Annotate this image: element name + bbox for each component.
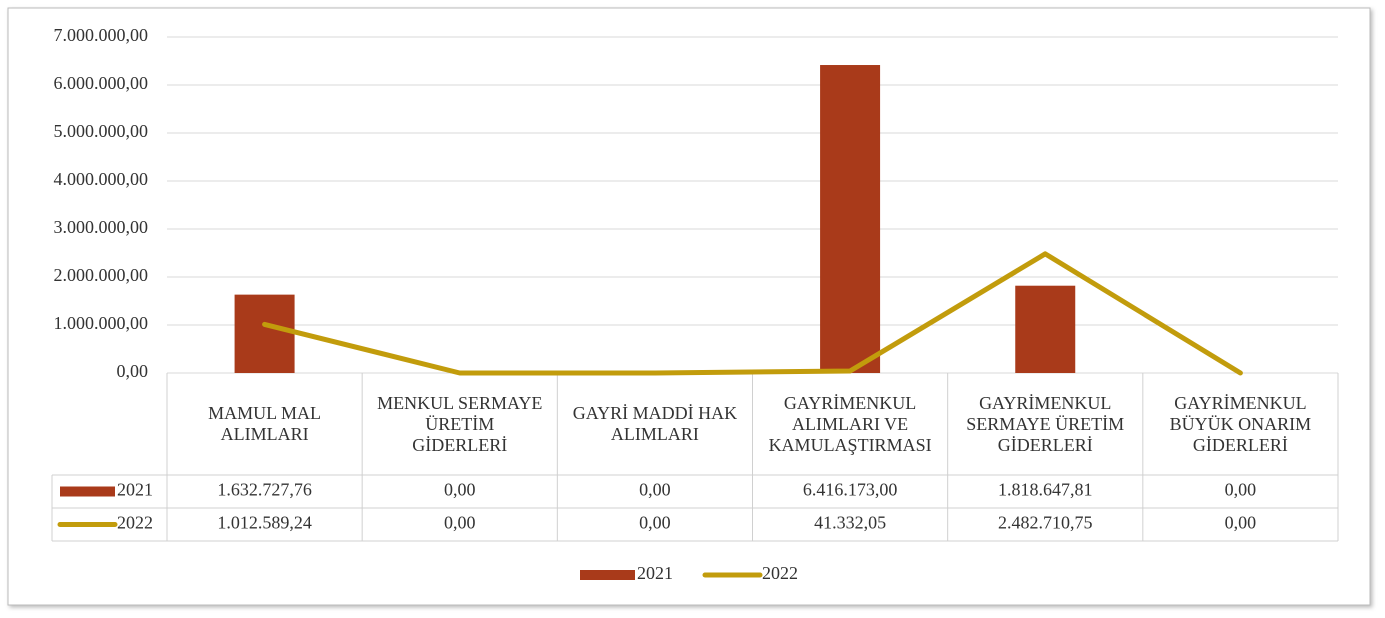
data-label: 0,00 bbox=[639, 513, 671, 533]
data-label: 0,00 bbox=[1225, 513, 1257, 533]
x-tick-label: GAYRİMENKUL BÜYÜK ONARIM GİDERLERİ bbox=[1169, 392, 1312, 455]
row-label: 2021 bbox=[117, 480, 153, 500]
legend-label: 2022 bbox=[762, 563, 798, 583]
data-label: 0,00 bbox=[444, 480, 476, 500]
data-label: 1.818.647,81 bbox=[998, 480, 1093, 500]
y-tick-label: 5.000.000,00 bbox=[54, 121, 149, 141]
bar bbox=[1015, 285, 1076, 373]
legend-key bbox=[60, 486, 115, 497]
y-tick-label: 4.000.000,00 bbox=[54, 169, 149, 189]
data-label: 0,00 bbox=[639, 480, 671, 500]
legend-label: 2021 bbox=[637, 563, 673, 583]
y-tick-label: 3.000.000,00 bbox=[54, 217, 149, 237]
chart-frame bbox=[7, 7, 1371, 606]
x-tick-label: GAYRİ MADDİ HAK ALIMLARI bbox=[572, 403, 738, 444]
data-label: 6.416.173,00 bbox=[803, 480, 898, 500]
y-tick-label: 7.000.000,00 bbox=[54, 25, 149, 45]
row-label: 2022 bbox=[117, 513, 153, 533]
data-label: 41.332,05 bbox=[814, 513, 886, 533]
data-label: 1.632.727,76 bbox=[217, 480, 312, 500]
line bbox=[262, 251, 1243, 376]
y-tick-label: 1.000.000,00 bbox=[54, 313, 149, 333]
category-cell: GAYRİ MADDİ HAK ALIMLARI bbox=[572, 403, 738, 444]
data-label: 2.482.710,75 bbox=[998, 513, 1093, 533]
y-tick-label: 6.000.000,00 bbox=[54, 73, 149, 93]
category-cell: MENKUL SERMAYE ÜRETİM GİDERLERİ bbox=[377, 392, 543, 455]
category-cell: GAYRİMENKUL ALIMLARI VE KAMULAŞTIRMASI bbox=[768, 392, 932, 455]
y-tick-label: 2.000.000,00 bbox=[54, 265, 149, 285]
category-cell: GAYRİMENKUL SERMAYE ÜRETİM GİDERLERİ bbox=[966, 392, 1125, 455]
y-tick-label: 0,00 bbox=[117, 361, 149, 381]
x-tick-label: GAYRİMENKUL ALIMLARI VE KAMULAŞTIRMASI bbox=[768, 392, 932, 455]
category-cell: GAYRİMENKUL BÜYÜK ONARIM GİDERLERİ bbox=[1169, 392, 1312, 455]
x-tick-label: GAYRİMENKUL SERMAYE ÜRETİM GİDERLERİ bbox=[966, 392, 1125, 455]
category-cell: MAMUL MAL ALIMLARI bbox=[208, 403, 321, 444]
legend-key bbox=[580, 570, 635, 580]
data-label: 1.012.589,24 bbox=[217, 513, 312, 533]
x-tick-label: MENKUL SERMAYE ÜRETİM GİDERLERİ bbox=[377, 392, 543, 455]
data-label: 0,00 bbox=[1225, 480, 1257, 500]
data-label: 0,00 bbox=[444, 513, 476, 533]
bar bbox=[820, 65, 881, 374]
bar bbox=[234, 294, 295, 373]
x-tick-label: MAMUL MAL ALIMLARI bbox=[208, 403, 321, 444]
